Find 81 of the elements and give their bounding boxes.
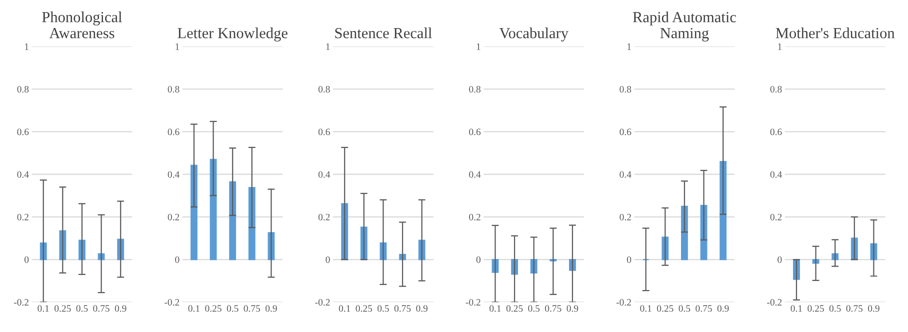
y-tick-label: 0 <box>326 256 330 263</box>
x-tick-label: 0.75 <box>846 305 863 312</box>
x-tick-label: 0.9 <box>416 305 428 312</box>
y-tick-label: 0.4 <box>770 171 782 178</box>
x-tick-label: 0.1 <box>490 305 501 312</box>
x-tick-label: 0.25 <box>657 305 674 312</box>
bar <box>229 181 236 260</box>
x-tick-label: 0.1 <box>640 305 652 312</box>
x-tick-label: 0.25 <box>506 305 523 312</box>
y-tick-label: 0.8 <box>620 86 632 93</box>
y-tick-label: 1 <box>627 43 631 50</box>
x-tick-label: 0.1 <box>338 305 350 312</box>
y-tick-label: -0.2 <box>616 299 631 306</box>
x-tick-label: 0.75 <box>394 305 411 312</box>
x-tick-label: 0.9 <box>114 305 126 312</box>
x-tick-label: 0.75 <box>244 305 260 312</box>
bar <box>190 164 198 260</box>
x-tick-label: 0.5 <box>678 305 690 312</box>
x-tick-label: 0.5 <box>76 305 88 312</box>
bar <box>248 186 256 260</box>
y-tick-label: 0 <box>476 256 480 263</box>
chart-title: Phonological Awareness <box>42 12 122 38</box>
y-tick-label: 0.4 <box>17 171 29 178</box>
chart-title: Vocabulary <box>499 28 568 42</box>
y-tick-label: 0.4 <box>168 171 180 178</box>
y-tick-label: 0.2 <box>770 214 782 220</box>
x-tick-label: 0.5 <box>226 305 238 312</box>
y-tick-label: -0.2 <box>14 299 28 306</box>
x-tick-label: 0.9 <box>868 305 880 312</box>
chart-title: Mother's Education <box>776 28 895 38</box>
y-tick-label: 1 <box>326 43 330 50</box>
x-tick-label: 0.9 <box>266 305 277 312</box>
x-tick-label: 0.1 <box>790 305 802 312</box>
x-tick-label: 0.1 <box>188 305 200 312</box>
x-tick-label: 0.1 <box>38 305 49 312</box>
y-tick-label: 0.6 <box>168 128 180 136</box>
x-tick-label: 0.75 <box>93 305 110 312</box>
x-tick-label: 0.75 <box>545 305 562 312</box>
y-tick-label: 0.2 <box>17 214 28 220</box>
x-tick-label: 0.5 <box>829 305 841 312</box>
y-tick-label: 0 <box>175 256 180 263</box>
y-tick-label: 0.8 <box>469 86 480 93</box>
y-tick-label: 0.6 <box>770 128 782 136</box>
y-tick-label: 1 <box>24 43 28 50</box>
y-tick-label: 0.4 <box>620 171 632 178</box>
x-tick-label: 0.25 <box>808 305 824 312</box>
x-tick-label: 0.25 <box>205 305 222 312</box>
y-tick-label: -0.2 <box>315 299 330 306</box>
chart-title: Letter Knowledge <box>178 28 288 42</box>
y-tick-label: 0.2 <box>469 214 480 220</box>
y-tick-label: 0.2 <box>168 214 180 220</box>
y-tick-label: 0 <box>778 256 782 263</box>
x-tick-label: 0.25 <box>356 305 372 312</box>
y-tick-label: 0.4 <box>318 171 330 178</box>
chart-title: Sentence Recall <box>335 28 432 38</box>
y-tick-label: 0.6 <box>469 128 481 136</box>
x-tick-label: 0.5 <box>378 305 389 312</box>
y-tick-label: 0.6 <box>318 128 330 136</box>
y-tick-label: 0.4 <box>469 171 481 178</box>
y-tick-label: -0.2 <box>164 299 180 306</box>
x-tick-label: 0.9 <box>566 305 578 312</box>
y-tick-label: -0.2 <box>466 299 480 306</box>
x-tick-label: 0.9 <box>717 305 729 312</box>
x-tick-label: 0.5 <box>528 305 540 312</box>
y-tick-label: 0.8 <box>770 86 782 93</box>
y-tick-label: 0.8 <box>168 86 180 93</box>
y-tick-label: -0.2 <box>767 299 782 306</box>
y-tick-label: 0.2 <box>318 214 330 220</box>
y-tick-label: 0 <box>24 256 29 263</box>
x-tick-label: 0.25 <box>54 305 71 312</box>
y-tick-label: 0 <box>626 256 632 263</box>
y-tick-label: 0.6 <box>620 128 632 136</box>
y-tick-label: 0.8 <box>318 86 330 93</box>
y-tick-label: 0.8 <box>17 86 29 93</box>
y-tick-label: 1 <box>176 43 180 50</box>
y-tick-label: 0.2 <box>620 214 631 220</box>
chart-title: Rapid Automatic Naming <box>632 12 736 42</box>
y-tick-label: 1 <box>476 43 480 50</box>
y-tick-label: 0.6 <box>17 128 29 136</box>
x-tick-label: 0.75 <box>696 305 712 312</box>
y-tick-label: 1 <box>778 43 782 50</box>
